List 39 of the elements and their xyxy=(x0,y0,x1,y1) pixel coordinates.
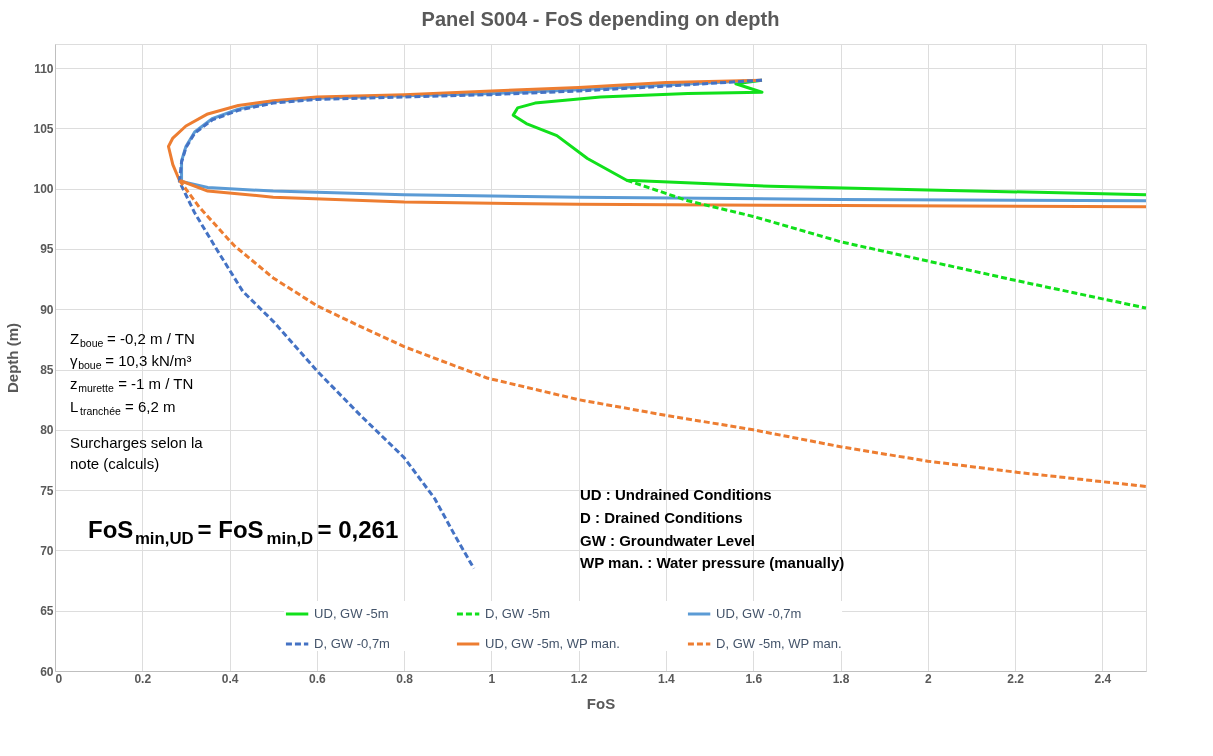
x-tick-label: 0 xyxy=(55,671,63,686)
x-tick-label: 2.2 xyxy=(1007,671,1025,686)
y-tick-label: 95 xyxy=(40,242,54,257)
x-tick-label: 1 xyxy=(488,671,496,686)
y-tick-label: 65 xyxy=(40,604,54,619)
y-tick-label: 105 xyxy=(33,121,54,136)
y-tick-label: 90 xyxy=(40,302,54,317)
annotation: GW : Groundwater Level xyxy=(580,532,756,549)
legend-label: D, GW -5m xyxy=(485,606,551,621)
annotation: D : Drained Conditions xyxy=(580,509,743,526)
y-tick-label: 110 xyxy=(34,61,54,76)
x-tick-label: 0.2 xyxy=(134,671,152,686)
annotation: Surcharges selon la xyxy=(70,434,204,451)
y-tick-label: 80 xyxy=(40,423,54,438)
x-tick-label: 0.6 xyxy=(309,671,326,686)
x-tick-label: 2.4 xyxy=(1094,671,1112,686)
y-tick-label: 60 xyxy=(40,664,54,679)
legend-label: UD, GW -0,7m xyxy=(716,606,802,621)
annotation: UD : Undrained Conditions xyxy=(580,486,772,503)
legend-label: D, GW -0,7m xyxy=(314,636,390,651)
chart-title: Panel S004 - FoS depending on depth xyxy=(421,8,780,30)
x-tick-label: 0.8 xyxy=(396,671,414,686)
x-tick-label: 1.8 xyxy=(832,671,850,686)
y-tick-label: 100 xyxy=(33,182,54,197)
x-tick-label: 1.6 xyxy=(745,671,763,686)
legend-label: UD, GW -5m, WP man. xyxy=(485,636,620,651)
y-tick-label: 85 xyxy=(40,363,54,378)
x-tick-label: 0.4 xyxy=(221,671,239,686)
annotation: WP man. : Water pressure (manually) xyxy=(580,554,845,571)
x-axis-title: FoS xyxy=(586,694,616,712)
x-tick-label: 2 xyxy=(924,671,932,686)
legend-label: UD, GW -5m xyxy=(314,606,389,621)
y-tick-label: 75 xyxy=(40,483,54,498)
y-axis-title: Depth (m) xyxy=(4,323,22,393)
legend-label: D, GW -5m, WP man. xyxy=(716,636,842,651)
x-tick-label: 1.2 xyxy=(570,671,588,686)
annotation: note (calculs) xyxy=(70,455,160,472)
y-tick-label: 70 xyxy=(40,543,54,558)
x-tick-label: 1.4 xyxy=(658,671,676,686)
